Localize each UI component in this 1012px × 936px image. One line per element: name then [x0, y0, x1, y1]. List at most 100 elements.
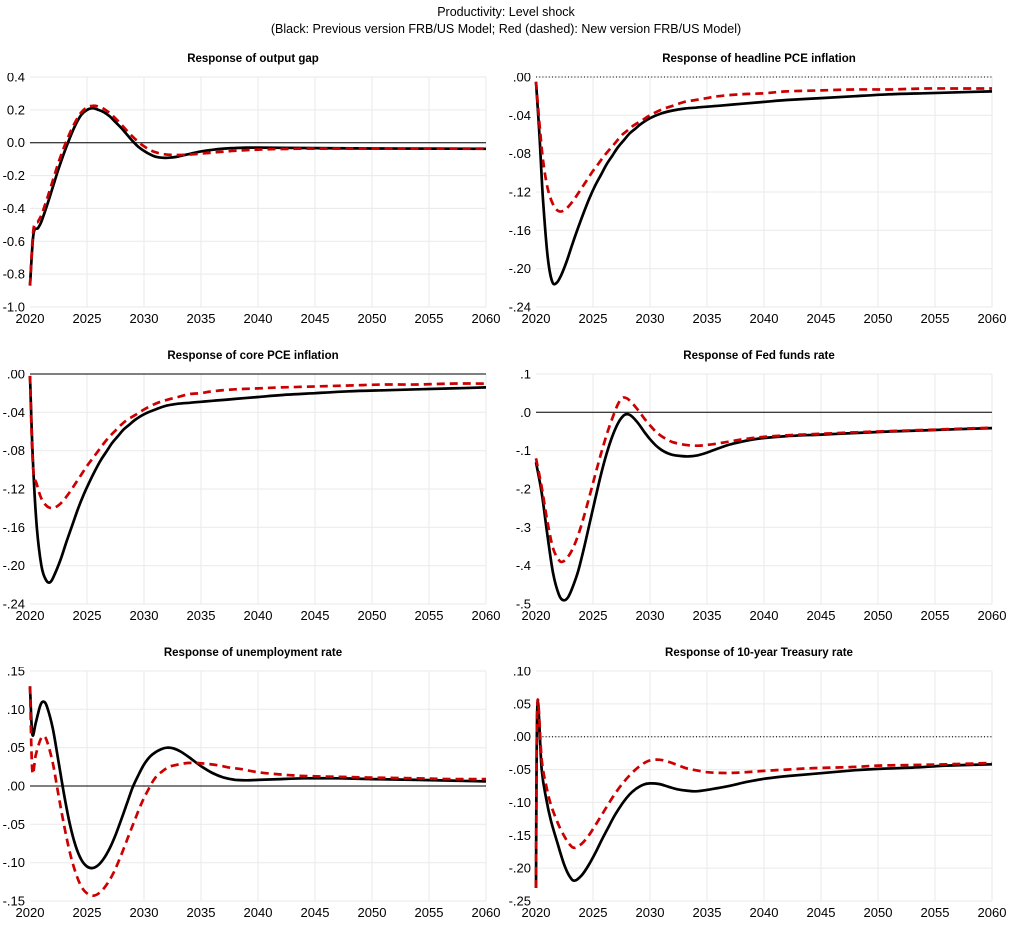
- svg-text:-.12: -.12: [509, 185, 531, 200]
- svg-text:-.5: -.5: [516, 597, 531, 612]
- svg-text:2020: 2020: [522, 311, 551, 326]
- svg-text:2060: 2060: [472, 311, 501, 326]
- svg-text:2030: 2030: [130, 608, 159, 623]
- svg-text:2050: 2050: [358, 311, 387, 326]
- svg-text:2030: 2030: [130, 311, 159, 326]
- svg-text:-1.0: -1.0: [3, 300, 25, 315]
- svg-text:2040: 2040: [750, 608, 779, 623]
- panel-10-year-treasury-rate: Response of 10-year Treasury rate .10 .05…: [506, 635, 1012, 932]
- panel-unemployment-rate: Response of unemployment rate .15 .10 .05.…: [0, 635, 506, 932]
- svg-text:2035: 2035: [187, 608, 216, 623]
- svg-text:-.05: -.05: [509, 762, 531, 777]
- svg-text:2020: 2020: [16, 311, 45, 326]
- svg-text:-.2: -.2: [516, 482, 531, 497]
- figure-title: Productivity: Level shock: [437, 5, 575, 19]
- svg-text:2025: 2025: [579, 311, 608, 326]
- svg-text:2030: 2030: [636, 608, 665, 623]
- chart-grid: Response of output gap 0.4 0.2 0.0 -0.2 -0.4…: [0, 41, 1012, 932]
- svg-text:2060: 2060: [978, 905, 1007, 920]
- svg-text:-.16: -.16: [3, 520, 25, 535]
- svg-text:-.20: -.20: [3, 558, 25, 573]
- panel-title-core-pce-inflation: Response of core PCE inflation: [167, 350, 339, 362]
- svg-text:-.16: -.16: [509, 223, 531, 238]
- svg-text:2025: 2025: [73, 311, 102, 326]
- svg-text:-0.6: -0.6: [3, 234, 25, 249]
- svg-text:2020: 2020: [16, 905, 45, 920]
- svg-text:-0.2: -0.2: [3, 168, 25, 183]
- svg-text:2025: 2025: [73, 608, 102, 623]
- svg-text:2020: 2020: [16, 608, 45, 623]
- svg-text:2020: 2020: [522, 905, 551, 920]
- svg-text:2045: 2045: [301, 608, 330, 623]
- svg-text:.00: .00: [513, 73, 531, 85]
- svg-text:-.15: -.15: [3, 894, 25, 909]
- svg-text:-.08: -.08: [3, 443, 25, 458]
- svg-text:.10: .10: [513, 667, 531, 679]
- svg-text:.10: .10: [7, 702, 25, 717]
- svg-text:2030: 2030: [636, 311, 665, 326]
- panel-title-headline-pce-inflation: Response of headline PCE inflation: [662, 53, 856, 65]
- figure-subtitle-legend: (Black: Previous version FRB/US Model; R…: [270, 22, 742, 36]
- svg-text:-.04: -.04: [3, 405, 25, 420]
- panel-headline-pce-inflation: Response of headline PCE inflation .00 -.…: [506, 41, 1012, 338]
- svg-text:2060: 2060: [978, 608, 1007, 623]
- svg-text:2055: 2055: [921, 311, 950, 326]
- svg-text:-.24: -.24: [3, 597, 25, 612]
- svg-text:-.4: -.4: [516, 558, 531, 573]
- svg-text:-.04: -.04: [509, 108, 531, 123]
- svg-text:-.05: -.05: [3, 817, 25, 832]
- svg-text:2055: 2055: [921, 608, 950, 623]
- svg-text:2030: 2030: [130, 905, 159, 920]
- svg-text:2055: 2055: [415, 608, 444, 623]
- svg-text:2035: 2035: [693, 905, 722, 920]
- svg-text:-.15: -.15: [509, 828, 531, 843]
- svg-text:2045: 2045: [301, 905, 330, 920]
- svg-text:-.1: -.1: [516, 443, 531, 458]
- svg-text:-0.4: -0.4: [3, 201, 25, 216]
- svg-text:-.10: -.10: [509, 795, 531, 810]
- svg-text:2050: 2050: [358, 608, 387, 623]
- svg-text:.15: .15: [7, 667, 25, 679]
- svg-text:-.12: -.12: [3, 482, 25, 497]
- svg-text:.05: .05: [7, 740, 25, 755]
- svg-text:2050: 2050: [864, 905, 893, 920]
- svg-text:2045: 2045: [807, 311, 836, 326]
- svg-text:2025: 2025: [73, 905, 102, 920]
- svg-text:2045: 2045: [301, 311, 330, 326]
- svg-text:.00: .00: [7, 370, 25, 382]
- svg-text:.00: .00: [7, 779, 25, 794]
- svg-text:2040: 2040: [244, 311, 273, 326]
- svg-text:-.20: -.20: [509, 261, 531, 276]
- svg-text:2035: 2035: [187, 905, 216, 920]
- svg-text:2040: 2040: [750, 311, 779, 326]
- svg-text:.00: .00: [513, 729, 531, 744]
- svg-text:2035: 2035: [693, 608, 722, 623]
- svg-text:2040: 2040: [244, 905, 273, 920]
- svg-text:0.0: 0.0: [7, 135, 25, 150]
- svg-text:2025: 2025: [579, 608, 608, 623]
- svg-text:2060: 2060: [472, 905, 501, 920]
- figure-header: Productivity: Level shock (Black: Previo…: [0, 0, 1012, 38]
- svg-text:-.24: -.24: [509, 300, 531, 315]
- svg-text:2055: 2055: [415, 905, 444, 920]
- panel-output-gap: Response of output gap 0.4 0.2 0.0 -0.2 -0.4…: [0, 41, 506, 338]
- panel-title-output-gap: Response of output gap: [187, 53, 319, 65]
- panel-core-pce-inflation: Response of core PCE inflation .00 -.04 -.…: [0, 338, 506, 635]
- svg-text:2050: 2050: [864, 608, 893, 623]
- svg-text:0.2: 0.2: [7, 102, 25, 117]
- panel-title-unemployment-rate: Response of unemployment rate: [163, 647, 343, 659]
- svg-text:2035: 2035: [187, 311, 216, 326]
- svg-text:2055: 2055: [921, 905, 950, 920]
- svg-text:2040: 2040: [244, 608, 273, 623]
- svg-text:2030: 2030: [636, 905, 665, 920]
- svg-text:2045: 2045: [807, 905, 836, 920]
- svg-text:2055: 2055: [415, 311, 444, 326]
- svg-text:.0: .0: [520, 405, 531, 420]
- svg-text:-.10: -.10: [3, 855, 25, 870]
- panel-fed-funds-rate: Response of Fed funds rate .1 .0 -.1 -.2 -.3…: [506, 338, 1012, 635]
